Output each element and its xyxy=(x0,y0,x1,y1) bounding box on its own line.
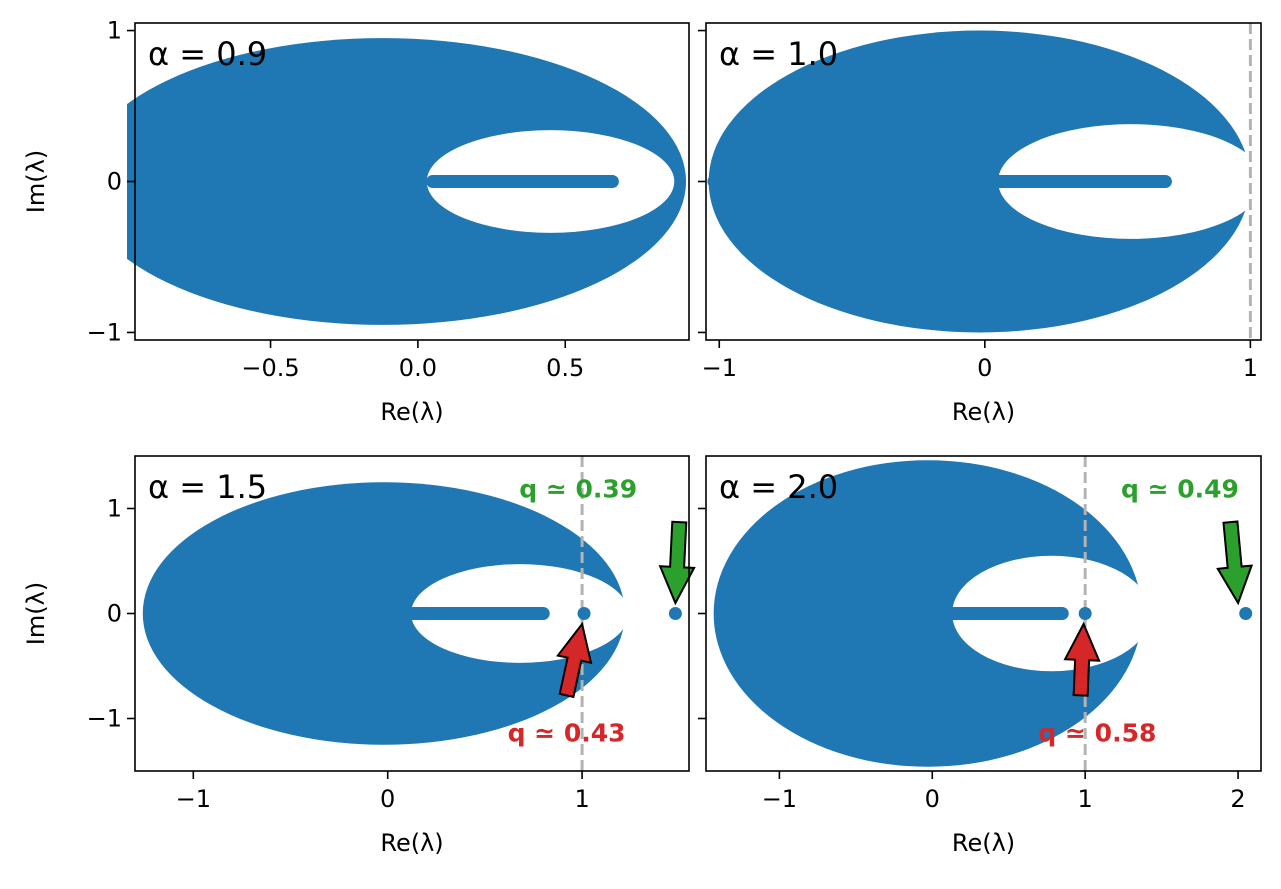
y-axis-label: Im(λ) xyxy=(22,150,50,213)
x-tick-label: 2 xyxy=(1230,785,1245,813)
x-tick-label: 0.0 xyxy=(399,354,437,382)
annotation-label: q ≃ 0.49 xyxy=(1121,475,1239,504)
panel-3: q ≃ 0.39 q ≃ 0.43 −1 0 1 −1 0 1 Re(λ) Im(λ) α = 1.… xyxy=(22,455,696,857)
x-tick-label: 1 xyxy=(574,785,589,813)
x-tick-label: 0 xyxy=(380,785,395,813)
outlier-eigenvalue xyxy=(1239,607,1253,620)
y-tick-label: −1 xyxy=(87,318,122,346)
outlier-eigenvalue xyxy=(1078,607,1092,620)
eigenvalue-cloud xyxy=(708,30,1251,333)
outlier-eigenvalue xyxy=(577,607,591,620)
x-tick-label: −1 xyxy=(762,785,797,813)
annotation-label: q ≃ 0.58 xyxy=(1038,718,1156,747)
outlier-eigenvalue xyxy=(668,607,682,620)
annotation-arrow xyxy=(1216,520,1254,606)
annotation-arrow xyxy=(1063,621,1101,697)
x-axis-label: Re(λ) xyxy=(952,398,1015,426)
eigenvalue-cloud xyxy=(142,482,625,745)
x-tick-label: −1 xyxy=(176,785,211,813)
x-tick-label: 1 xyxy=(1243,354,1258,382)
panel-1: −0.5 0.0 0.5 −1 0 1 Re(λ) Im(λ) α = 0.9 xyxy=(22,17,690,426)
panel-4: q ≃ 0.49 q ≃ 0.58 −1 0 1 2 Re(λ) α = 2.0 xyxy=(698,455,1262,857)
panel-title: α = 1.5 xyxy=(148,468,267,506)
x-axis-label: Re(λ) xyxy=(380,829,443,857)
panel-2: −1 0 1 Re(λ) α = 1.0 xyxy=(698,22,1262,426)
x-axis-label: Re(λ) xyxy=(380,398,443,426)
x-tick-label: 0 xyxy=(977,354,992,382)
annotation-arrow xyxy=(556,621,593,699)
x-tick-label: −0.5 xyxy=(241,354,299,382)
annotation-label: q ≃ 0.39 xyxy=(519,475,637,504)
panel-title: α = 2.0 xyxy=(719,468,838,506)
y-axis-label: Im(λ) xyxy=(22,582,50,645)
panel-title: α = 1.0 xyxy=(719,35,838,73)
panel-title: α = 0.9 xyxy=(148,35,267,73)
x-tick-label: 0.5 xyxy=(546,354,584,382)
y-tick-label: −1 xyxy=(87,705,122,733)
eigenvalue-cloud xyxy=(127,38,686,325)
eigenvalue-cloud xyxy=(713,460,1142,767)
y-tick-label: 1 xyxy=(107,17,122,45)
y-tick-label: 1 xyxy=(107,495,122,523)
y-tick-label: 0 xyxy=(107,600,122,628)
x-axis-label: Re(λ) xyxy=(952,829,1015,857)
y-tick-label: 0 xyxy=(107,168,122,196)
x-tick-label: 0 xyxy=(925,785,940,813)
x-tick-label: −1 xyxy=(702,354,737,382)
x-tick-label: 1 xyxy=(1078,785,1093,813)
annotation-label: q ≃ 0.43 xyxy=(508,718,626,747)
annotation-arrow xyxy=(658,520,696,606)
